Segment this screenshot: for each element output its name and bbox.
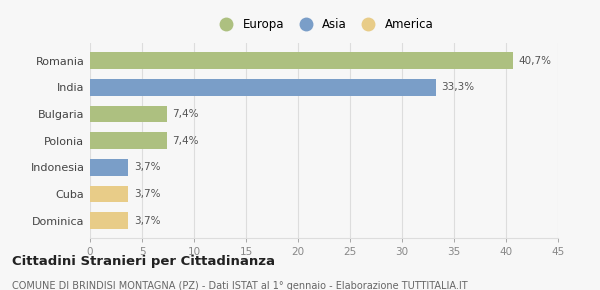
- Text: Cittadini Stranieri per Cittadinanza: Cittadini Stranieri per Cittadinanza: [12, 255, 275, 268]
- Bar: [90, 52, 513, 69]
- Text: 7,4%: 7,4%: [172, 136, 199, 146]
- Text: 3,7%: 3,7%: [134, 162, 160, 172]
- Text: 7,4%: 7,4%: [172, 109, 199, 119]
- Text: COMUNE DI BRINDISI MONTAGNA (PZ) - Dati ISTAT al 1° gennaio - Elaborazione TUTTI: COMUNE DI BRINDISI MONTAGNA (PZ) - Dati …: [12, 281, 467, 290]
- Bar: [90, 186, 128, 202]
- Text: 3,7%: 3,7%: [134, 216, 160, 226]
- Text: 33,3%: 33,3%: [442, 82, 475, 92]
- Bar: [90, 79, 436, 96]
- Bar: [90, 159, 128, 176]
- Text: 40,7%: 40,7%: [518, 56, 551, 66]
- Text: 3,7%: 3,7%: [134, 189, 160, 199]
- Bar: [90, 106, 167, 122]
- Bar: [90, 132, 167, 149]
- Bar: [90, 213, 128, 229]
- Legend: Europa, Asia, America: Europa, Asia, America: [212, 16, 436, 34]
